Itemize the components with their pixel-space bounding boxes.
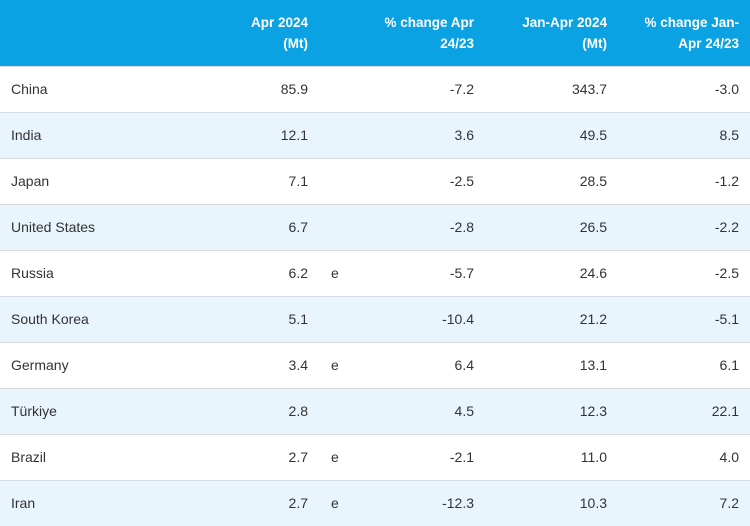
- apr-value: 3.4: [288, 357, 308, 373]
- column-header: Apr 2024 (Mt): [250, 15, 308, 51]
- column-header: % change Jan-Apr 24/23: [644, 15, 739, 51]
- ytd-value: 11.0: [580, 449, 607, 465]
- apr-value: 5.1: [288, 311, 308, 327]
- country: Russia: [11, 265, 54, 281]
- apr-change: -2.8: [449, 219, 474, 235]
- table-row: Iran 2.7 e -12.3 10.3 7.2: [0, 480, 750, 526]
- apr-value: 2.7: [288, 449, 308, 465]
- ytd-change: 8.5: [719, 127, 739, 143]
- apr-change: 4.5: [454, 403, 474, 419]
- table-row: South Korea 5.1 -10.4 21.2 -5.1: [0, 296, 750, 342]
- apr-value: 12.1: [280, 127, 308, 143]
- country: Iran: [11, 495, 36, 511]
- estimate-flag: e: [331, 357, 339, 373]
- ytd-value: 343.7: [571, 81, 607, 97]
- ytd-change: 7.2: [719, 495, 739, 511]
- ytd-value: 26.5: [579, 219, 607, 235]
- ytd-value: 10.3: [579, 495, 607, 511]
- table-row: Japan 7.1 -2.5 28.5 -1.2: [0, 158, 750, 204]
- apr-value: 6.7: [288, 219, 308, 235]
- ytd-change: 22.1: [711, 403, 739, 419]
- table-row: Russia 6.2 e -5.7 24.6 -2.5: [0, 250, 750, 296]
- country: Türkiye: [11, 403, 57, 419]
- ytd-change: -1.2: [714, 173, 739, 189]
- apr-change: -7.2: [449, 81, 474, 97]
- apr-value: 7.1: [288, 173, 308, 189]
- ytd-change: 6.1: [719, 357, 739, 373]
- country: Germany: [11, 357, 69, 373]
- country: Japan: [11, 173, 50, 189]
- apr-value: 6.2: [288, 265, 308, 281]
- country: United States: [11, 219, 96, 235]
- ytd-change: -2.5: [714, 265, 739, 281]
- ytd-value: 49.5: [579, 127, 607, 143]
- apr-change: -10.4: [442, 311, 474, 327]
- table-row: China 85.9 -7.2 343.7 -3.0: [0, 66, 750, 112]
- table-header: Apr 2024 (Mt) % change Apr 24/23 Jan-Apr 2…: [0, 0, 750, 66]
- ytd-value: 12.3: [579, 403, 607, 419]
- apr-change: 6.4: [454, 357, 474, 373]
- country: India: [11, 127, 42, 143]
- ytd-value: 21.2: [579, 311, 607, 327]
- apr-change: 3.6: [454, 127, 474, 143]
- apr-change: -12.3: [442, 495, 474, 511]
- country: Brazil: [11, 449, 47, 465]
- estimate-flag: e: [331, 495, 339, 511]
- ytd-change: -2.2: [714, 219, 739, 235]
- table-row: Germany 3.4 e 6.4 13.1 6.1: [0, 342, 750, 388]
- table-row: India 12.1 3.6 49.5 8.5: [0, 112, 750, 158]
- apr-value: 85.9: [280, 81, 308, 97]
- ytd-change: -3.0: [714, 81, 739, 97]
- ytd-value: 24.6: [579, 265, 607, 281]
- estimate-flag: e: [331, 265, 339, 281]
- apr-value: 2.7: [288, 495, 308, 511]
- apr-change: -2.5: [449, 173, 474, 189]
- column-header: Jan-Apr 2024 (Mt): [522, 15, 607, 51]
- estimate-flag: e: [331, 449, 339, 465]
- table-row: Türkiye 2.8 4.5 12.3 22.1: [0, 388, 750, 434]
- apr-change: -2.1: [449, 449, 474, 465]
- ytd-value: 28.5: [579, 173, 607, 189]
- ytd-change: 4.0: [719, 449, 739, 465]
- table-row: United States 6.7 -2.8 26.5 -2.2: [0, 204, 750, 250]
- ytd-value: 13.1: [579, 357, 607, 373]
- country: South Korea: [11, 311, 89, 327]
- ytd-change: -5.1: [714, 311, 739, 327]
- column-header: % change Apr 24/23: [384, 15, 474, 51]
- apr-value: 2.8: [288, 403, 308, 419]
- apr-change: -5.7: [449, 265, 474, 281]
- table-row: Brazil 2.7 e -2.1 11.0 4.0: [0, 434, 750, 480]
- country: China: [11, 81, 48, 97]
